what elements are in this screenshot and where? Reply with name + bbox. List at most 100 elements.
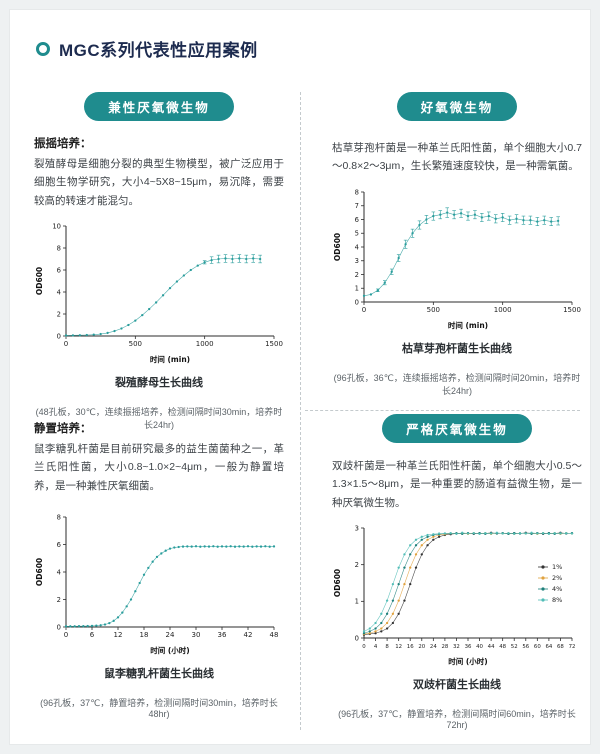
svg-text:500: 500 xyxy=(129,340,142,348)
description-bacillus-subtilis: 枯草芽孢杆菌是一种革兰氏阳性菌，单个细胞大小0.7～0.8×2～3μm，生长繁殖… xyxy=(332,142,582,173)
badge-aerobic-microbes: 好氧微生物 xyxy=(396,92,518,121)
svg-text:8: 8 xyxy=(57,513,61,521)
svg-text:6: 6 xyxy=(355,216,359,224)
chart-svg: 0 4 8 12 16 20 24 28 32 36 40 44 48 52 56 60 64 68 720123时… xyxy=(333,524,576,666)
svg-text:18: 18 xyxy=(140,631,149,639)
growth-chart-bacillus-subtilis: 0 500 1000 1500 0 1 2 3 4 5 6 7 8 时间 (min) OD600 xyxy=(332,182,582,332)
svg-text:2: 2 xyxy=(57,596,61,604)
svg-text:1%: 1% xyxy=(552,563,562,571)
badge-facultative-anaerobes: 兼性厌氧微生物 xyxy=(84,92,234,121)
svg-text:4: 4 xyxy=(355,243,359,251)
svg-text:4: 4 xyxy=(57,568,61,576)
chart-wrap: 0 6 12 18 24 30 36 42 48 0 2 4 6 8 时间 (小时) OD600 xyxy=(34,507,284,657)
svg-text:36: 36 xyxy=(218,631,227,639)
svg-text:44: 44 xyxy=(488,644,495,650)
description-bifidobacterium: 双歧杆菌是一种革兰氏阳性杆菌，单个细胞大小0.5～1.3×1.5～8μm，是一种… xyxy=(332,460,582,509)
svg-text:10: 10 xyxy=(52,222,61,230)
growth-chart-lactobacillus-rhamnosus: 0 6 12 18 24 30 36 42 48 0 2 4 6 8 时间 (小时) OD600 xyxy=(34,507,284,657)
svg-text:0: 0 xyxy=(362,306,366,314)
description-lactobacillus-rhamnosus: 鼠李糖乳杆菌是目前研究最多的益生菌菌种之一，革兰氏阳性菌，大小0.8~1.0×2… xyxy=(34,443,284,492)
note-fission-yeast: (48孔板，30℃，连续振摇培养，检测间隔时间30min，培养时长24hr) xyxy=(35,407,283,431)
badge-row: 严格厌氧微生物 xyxy=(332,414,582,443)
svg-text:60: 60 xyxy=(534,644,541,650)
svg-text:500: 500 xyxy=(427,306,440,314)
svg-text:7: 7 xyxy=(355,202,359,210)
note-bacillus-subtilis: (96孔板，36℃，连续振摇培养，检测间隔时间20min，培养时长24hr) xyxy=(333,372,581,396)
svg-text:OD600: OD600 xyxy=(333,569,342,597)
chart-svg: 0 500 1000 1500 0 1 2 3 4 5 6 7 8 时间 (min) OD600 xyxy=(333,188,581,330)
svg-text:16: 16 xyxy=(407,644,414,650)
badge-row: 好氧微生物 xyxy=(332,92,582,121)
chart-wrap: 0 500 1000 1500 0 2 4 6 8 10 时间 (min) OD600 xyxy=(34,216,284,366)
svg-text:1000: 1000 xyxy=(196,340,214,348)
svg-text:28: 28 xyxy=(441,644,448,650)
chart-wrap: 0 4 8 12 16 20 24 28 32 36 40 44 48 52 56 60 64 68 72 0 1 2 3 时… xyxy=(332,518,582,668)
growth-chart-bifidobacterium: 0 4 8 12 16 20 24 28 32 36 40 44 48 52 56 60 64 68 72 0 1 2 3 时… xyxy=(332,518,582,668)
svg-text:12: 12 xyxy=(114,631,123,639)
section-aerobic-microbes: 好氧微生物 枯草芽孢杆菌是一种革兰氏阳性菌，单个细胞大小0.7～0.8×2～3μ… xyxy=(308,82,600,404)
svg-text:0: 0 xyxy=(64,631,68,639)
svg-text:OD600: OD600 xyxy=(35,267,44,295)
page-header: MGC系列代表性应用案例 xyxy=(10,10,590,61)
section-static-culture: 静置培养： 鼠李糖乳杆菌是目前研究最多的益生菌菌种之一，革兰氏阳性菌，大小0.8… xyxy=(10,404,308,744)
svg-text:36: 36 xyxy=(465,644,472,650)
svg-text:4%: 4% xyxy=(552,585,562,593)
svg-text:52: 52 xyxy=(511,644,518,650)
section-strict-anaerobes: 严格厌氧微生物 双歧杆菌是一种革兰氏阳性杆菌，单个细胞大小0.5～1.3×1.5… xyxy=(308,404,600,744)
svg-text:6: 6 xyxy=(90,631,95,639)
svg-text:40: 40 xyxy=(476,644,483,650)
svg-text:OD600: OD600 xyxy=(35,558,44,586)
chart-svg: 0 500 1000 1500 0 2 4 6 8 10 时间 (min) OD600 xyxy=(35,222,283,364)
svg-text:0: 0 xyxy=(57,623,61,631)
svg-text:1: 1 xyxy=(355,598,359,606)
page-title: MGC系列代表性应用案例 xyxy=(59,41,258,60)
svg-text:1: 1 xyxy=(355,284,359,292)
badge-row: 兼性厌氧微生物 xyxy=(34,92,284,121)
svg-text:8: 8 xyxy=(355,188,359,196)
svg-text:24: 24 xyxy=(430,644,437,650)
svg-text:2: 2 xyxy=(57,310,61,318)
growth-chart-fission-yeast: 0 500 1000 1500 0 2 4 6 8 10 时间 (min) OD600 xyxy=(34,216,284,366)
svg-text:56: 56 xyxy=(522,644,529,650)
svg-text:时间 (小时): 时间 (小时) xyxy=(448,656,487,666)
content-card: MGC系列代表性应用案例 兼性厌氧微生物 振摇培养： 裂殖酵母是细胞分裂的典型生… xyxy=(9,9,591,745)
vertical-divider xyxy=(300,92,301,730)
svg-text:72: 72 xyxy=(569,644,576,650)
svg-text:1500: 1500 xyxy=(265,340,283,348)
description-fission-yeast: 裂殖酵母是细胞分裂的典型生物模型，被广泛应用于细胞生物学研究，大小4~5X8~1… xyxy=(34,158,284,207)
svg-text:30: 30 xyxy=(192,631,201,639)
svg-text:OD600: OD600 xyxy=(333,233,342,261)
svg-text:0: 0 xyxy=(64,340,68,348)
svg-text:64: 64 xyxy=(545,644,552,650)
svg-text:8%: 8% xyxy=(552,596,562,604)
svg-text:3: 3 xyxy=(355,257,359,265)
svg-text:8: 8 xyxy=(57,244,61,252)
svg-text:2: 2 xyxy=(355,271,359,279)
svg-text:0: 0 xyxy=(355,298,359,306)
caption-bacillus-subtilis: 枯草芽孢杆菌生长曲线 xyxy=(402,342,512,355)
svg-text:4: 4 xyxy=(374,644,378,650)
method-label-static-culture: 静置培养： xyxy=(34,423,92,435)
svg-text:2%: 2% xyxy=(552,574,562,582)
svg-text:32: 32 xyxy=(453,644,460,650)
caption-lactobacillus-rhamnosus: 鼠李糖乳杆菌生长曲线 xyxy=(104,668,214,681)
svg-text:20: 20 xyxy=(418,644,425,650)
svg-text:4: 4 xyxy=(57,288,61,296)
svg-text:68: 68 xyxy=(557,644,564,650)
svg-text:时间 (小时): 时间 (小时) xyxy=(150,645,189,655)
svg-text:42: 42 xyxy=(244,631,253,639)
svg-text:5: 5 xyxy=(355,229,359,237)
bullet-ring-icon xyxy=(36,41,50,56)
svg-text:1500: 1500 xyxy=(563,306,581,314)
method-label-shaking-culture: 振摇培养： xyxy=(34,138,92,150)
caption-bifidobacterium: 双歧杆菌生长曲线 xyxy=(413,679,501,692)
caption-fission-yeast: 裂殖酵母生长曲线 xyxy=(115,377,203,390)
svg-text:0: 0 xyxy=(362,644,366,650)
note-lactobacillus-rhamnosus: (96孔板，37℃，静置培养，检测间隔时间30min，培养时长48hr) xyxy=(40,698,278,720)
svg-text:1000: 1000 xyxy=(494,306,512,314)
chart-wrap: 0 500 1000 1500 0 1 2 3 4 5 6 7 8 时间 (min) OD600 xyxy=(332,182,582,332)
svg-text:12: 12 xyxy=(395,644,402,650)
svg-text:0: 0 xyxy=(355,634,359,642)
